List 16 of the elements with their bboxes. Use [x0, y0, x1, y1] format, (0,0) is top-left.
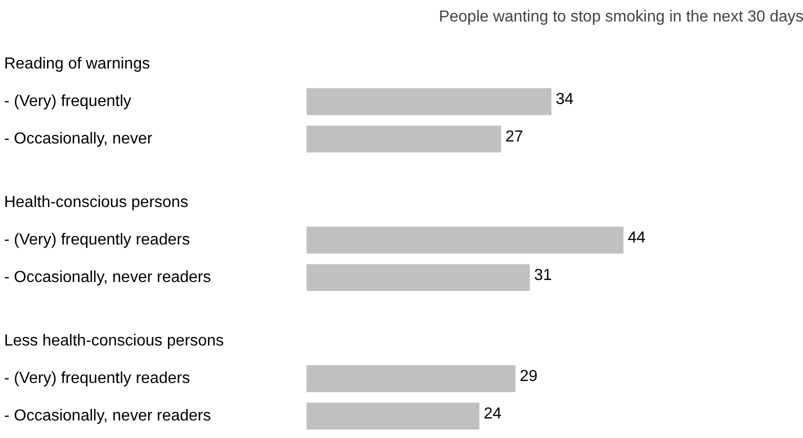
- y-tick-label: - (Very) frequently readers: [4, 370, 190, 388]
- y-tick-label: - (Very) frequently readers: [4, 232, 190, 249]
- data-label: 31: [534, 266, 552, 284]
- y-tick-label: Reading of warnings: [4, 56, 150, 73]
- y-tick-label: - (Very) frequently: [4, 93, 132, 110]
- data-label: 24: [484, 405, 502, 422]
- data-label: 44: [628, 229, 646, 246]
- data-label: 29: [520, 368, 538, 385]
- y-tick-label: - Occasionally, never readers: [4, 408, 212, 425]
- chart-title: People wanting to stop smoking in the next 30 days: [438, 8, 803, 26]
- y-tick-label: - Occasionally, never readers: [4, 269, 212, 286]
- data-label: 27: [505, 128, 524, 146]
- y-tick-label: - Occasionally, never: [4, 130, 153, 148]
- y-tick-label: Health-conscious persons: [4, 194, 188, 212]
- data-label: 34: [556, 90, 574, 108]
- y-tick-label: Less health-conscious persons: [4, 332, 224, 350]
